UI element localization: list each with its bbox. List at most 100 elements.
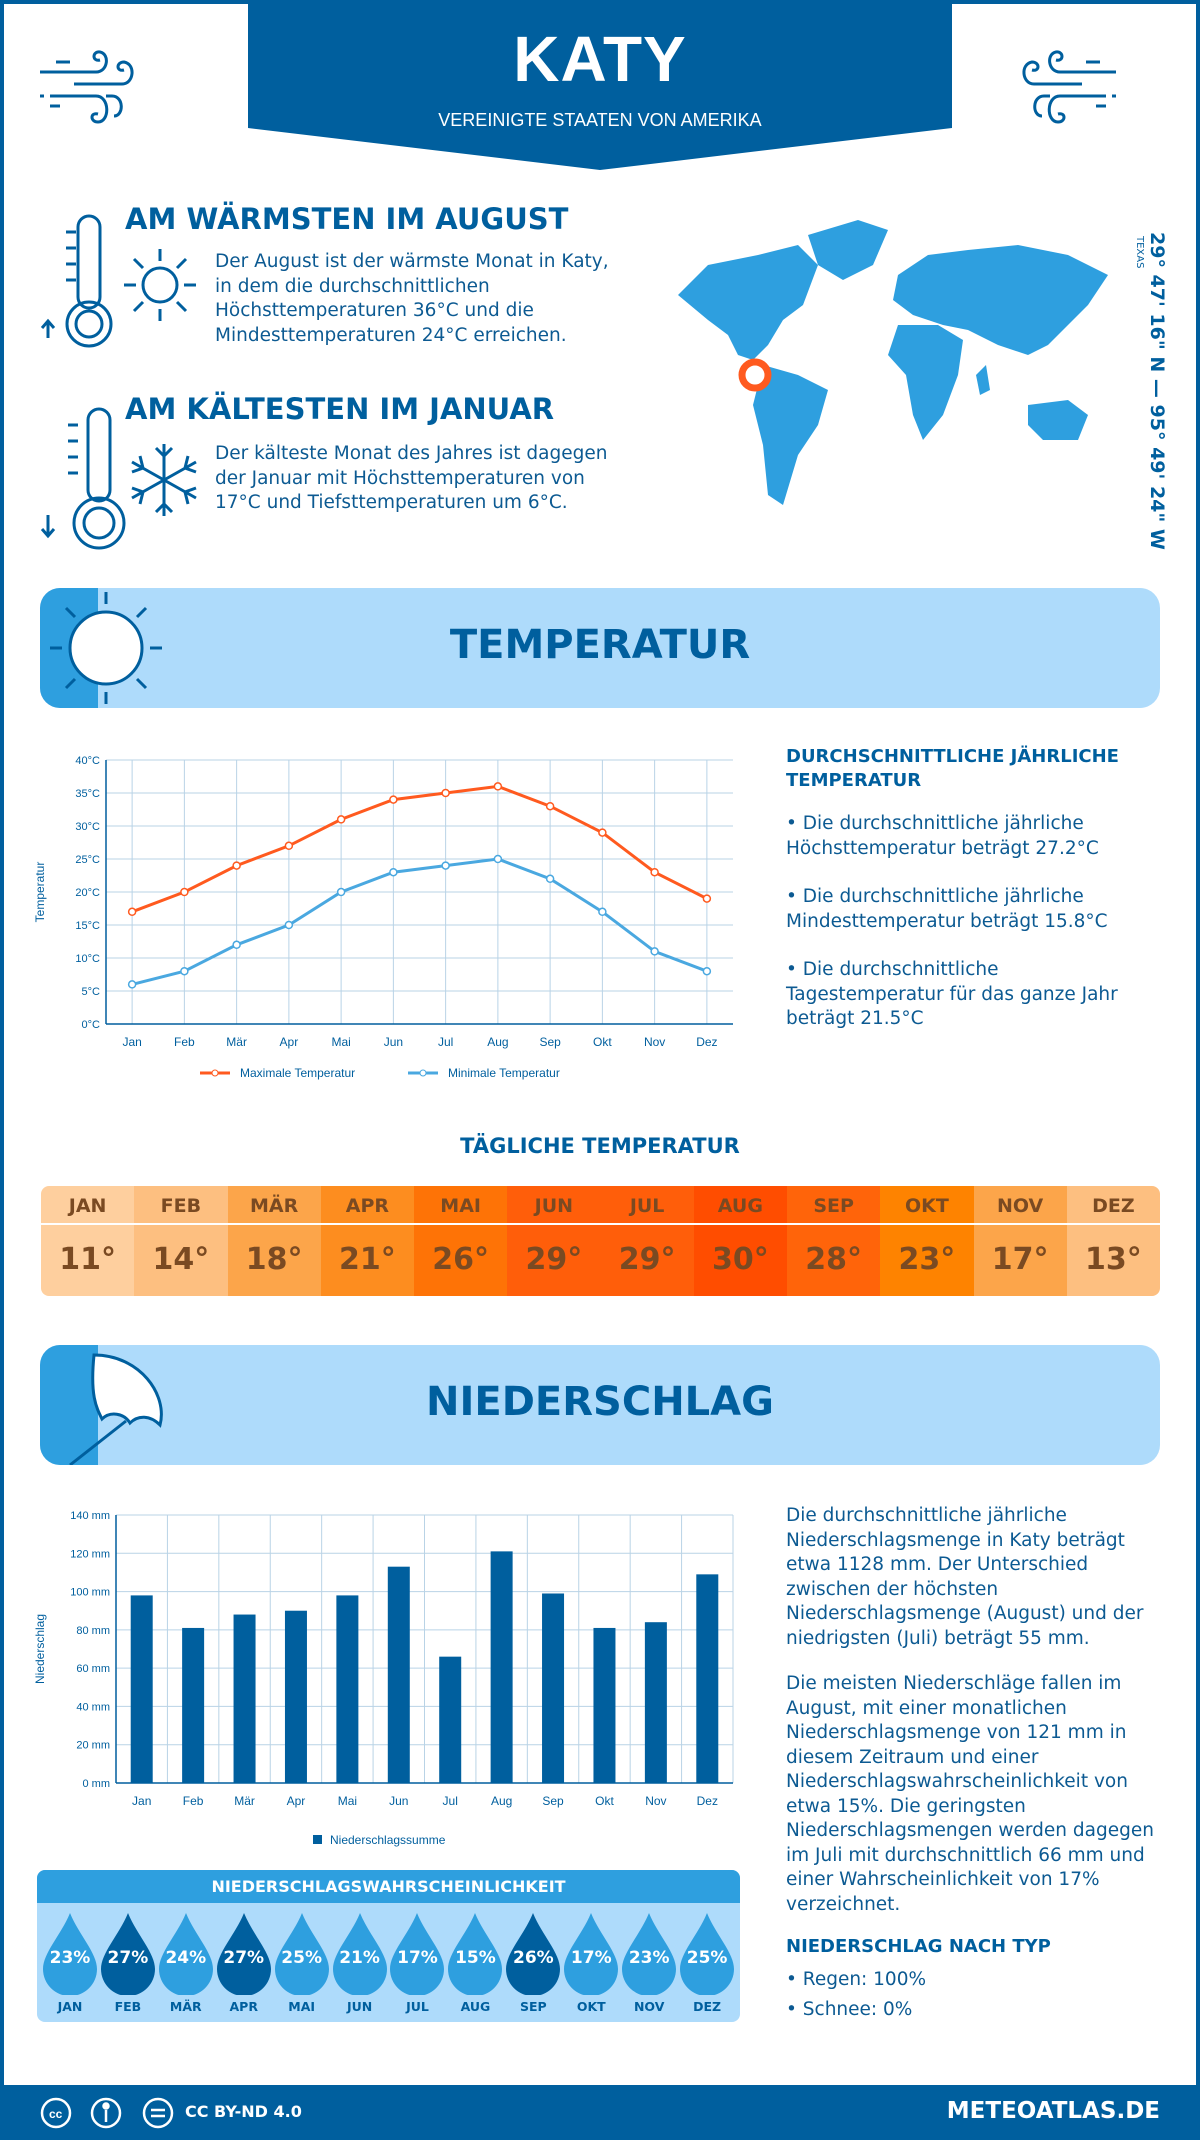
series-line: [131, 857, 708, 986]
data-point: [545, 874, 555, 884]
x-tick-label: Sep: [539, 1035, 561, 1049]
y-tick-label: 60 mm: [76, 1663, 110, 1675]
sun-icon: [124, 249, 196, 321]
daily-value: 17°: [991, 1242, 1049, 1277]
drop-icon: [42, 1913, 97, 1995]
probability-value: 24%: [165, 1948, 207, 1968]
coordinates: 29° 47' 16" N — 95° 49' 24" W: [1146, 232, 1168, 550]
footer: cc CC BY-ND 4.0 METEOATLAS.DE: [0, 2085, 1200, 2140]
bar: [387, 1566, 410, 1783]
x-tick-label: Jun: [389, 1794, 408, 1808]
data-point: [389, 867, 398, 877]
legend-marker: [211, 1069, 219, 1077]
bar: [182, 1627, 205, 1783]
daily-temp-cell: APR 21°: [320, 1186, 414, 1296]
drop-icon: [332, 1913, 387, 1995]
data-point: [545, 801, 555, 811]
drop-icon: [274, 1913, 329, 1995]
bar: [233, 1614, 256, 1783]
x-tick-label: Feb: [174, 1035, 195, 1049]
daily-value: 18°: [245, 1242, 303, 1277]
x-tick-label: Apr: [287, 1794, 306, 1808]
drop-icon: [216, 1913, 271, 1995]
world-map: [678, 220, 1108, 505]
drop-icon: [390, 1913, 445, 1995]
probability-month: NOV: [633, 1999, 665, 2014]
data-point: [336, 887, 346, 897]
region-label: TEXAS: [1134, 236, 1145, 269]
daily-temp-cell: FEB 14°: [134, 1186, 228, 1296]
svg-text:cc: cc: [49, 2107, 63, 2121]
x-tick-label: Apr: [280, 1035, 299, 1049]
precip-paragraph: Die durchschnittliche jährliche Niedersc…: [786, 1505, 1144, 1649]
daily-value: 26°: [432, 1242, 489, 1277]
annual-temp-heading: DURCHSCHNITTLICHE JÄHRLICHE TEMPERATUR: [786, 746, 1119, 791]
daily-temp-cell: SEP 28°: [787, 1186, 881, 1296]
daily-month: JAN: [41, 1186, 135, 1225]
thermometer-warm-icon: [40, 214, 113, 348]
x-tick-label: Dez: [697, 1794, 718, 1808]
probability-drop: 27% APR: [215, 1903, 273, 2022]
precip-paragraph: Die meisten Niederschläge fallen im Augu…: [786, 1673, 1154, 1915]
data-point: [127, 907, 137, 917]
daily-month: DEZ: [1066, 1186, 1160, 1225]
x-tick-label: Jan: [132, 1794, 151, 1808]
probability-drop: 26% SEP: [504, 1903, 562, 2022]
daily-value: 23°: [898, 1242, 956, 1277]
probability-drop: 17% JUL: [389, 1903, 447, 2022]
daily-value: 14°: [152, 1242, 210, 1277]
license-label: CC BY-ND 4.0: [185, 2102, 302, 2121]
x-tick-label: Jul: [438, 1035, 453, 1049]
daily-value: 21°: [339, 1242, 396, 1277]
daily-temp-cell: AUG 30°: [693, 1186, 787, 1296]
precip-type-rain: • Regen: 100%: [786, 1969, 927, 1990]
bar: [490, 1551, 513, 1783]
probability-title: NIEDERSCHLAGSWAHRSCHEINLICHKEIT: [37, 1870, 740, 1903]
coldest-text: Der kälteste Monat des Jahres ist dagege…: [215, 443, 608, 513]
annual-temp-bullet: • Die durchschnittliche jährliche Höchst…: [786, 813, 1099, 859]
probability-drop: 21% JUN: [331, 1903, 389, 2022]
precip-type-snow: • Schnee: 0%: [786, 1999, 913, 2020]
annual-temp-bullet: • Die durchschnittliche jährliche Mindes…: [786, 886, 1108, 932]
y-tick-label: 30°C: [75, 821, 100, 833]
daily-temp-cell: JUN 29°: [507, 1186, 601, 1296]
probability-value: 25%: [686, 1948, 728, 1968]
data-point: [389, 795, 398, 804]
drop-icon: [448, 1913, 503, 1995]
probability-value: 23%: [49, 1948, 91, 1968]
x-tick-label: Okt: [593, 1035, 612, 1049]
country-subtitle: VEREINIGTE STAATEN VON AMERIKA: [438, 110, 762, 130]
bar: [336, 1595, 359, 1783]
daily-temp-heading: TÄGLICHE TEMPERATUR: [460, 1134, 740, 1158]
probability-value: 21%: [339, 1948, 380, 1968]
probability-value: 17%: [570, 1948, 612, 1968]
probability-value: 15%: [455, 1948, 496, 1968]
bar: [593, 1627, 616, 1783]
thermometer-cold-icon: [40, 407, 126, 550]
site-link[interactable]: METEOATLAS.DE: [946, 2098, 1160, 2124]
x-tick-label: Jun: [384, 1035, 403, 1049]
bar: [439, 1656, 462, 1783]
bar: [542, 1593, 565, 1783]
x-tick-label: Nov: [645, 1794, 666, 1808]
data-point: [598, 907, 607, 917]
series-line: [131, 784, 708, 914]
precipitation-probability-panel: NIEDERSCHLAGSWAHRSCHEINLICHKEIT 23% JAN 27…: [37, 1870, 740, 2022]
sun-icon: [50, 592, 162, 704]
bar: [696, 1574, 719, 1783]
legend-swatch: [313, 1835, 322, 1844]
drop-icon: [564, 1913, 619, 1995]
daily-month: JUL: [600, 1186, 694, 1225]
probability-month: MAI: [288, 1999, 316, 2014]
probability-drop: 17% OKT: [562, 1903, 620, 2022]
drop-icon: [506, 1913, 561, 1995]
bar: [130, 1595, 153, 1783]
snowflake-icon: [131, 444, 197, 516]
data-point: [493, 782, 503, 791]
y-axis-label: Temperatur: [33, 862, 47, 923]
x-tick-label: Jan: [122, 1035, 141, 1049]
data-point: [650, 947, 659, 956]
y-tick-label: 0°C: [82, 1019, 101, 1031]
daily-temp-cell: JUL 29°: [600, 1186, 694, 1296]
y-tick-label: 15°C: [75, 920, 100, 932]
